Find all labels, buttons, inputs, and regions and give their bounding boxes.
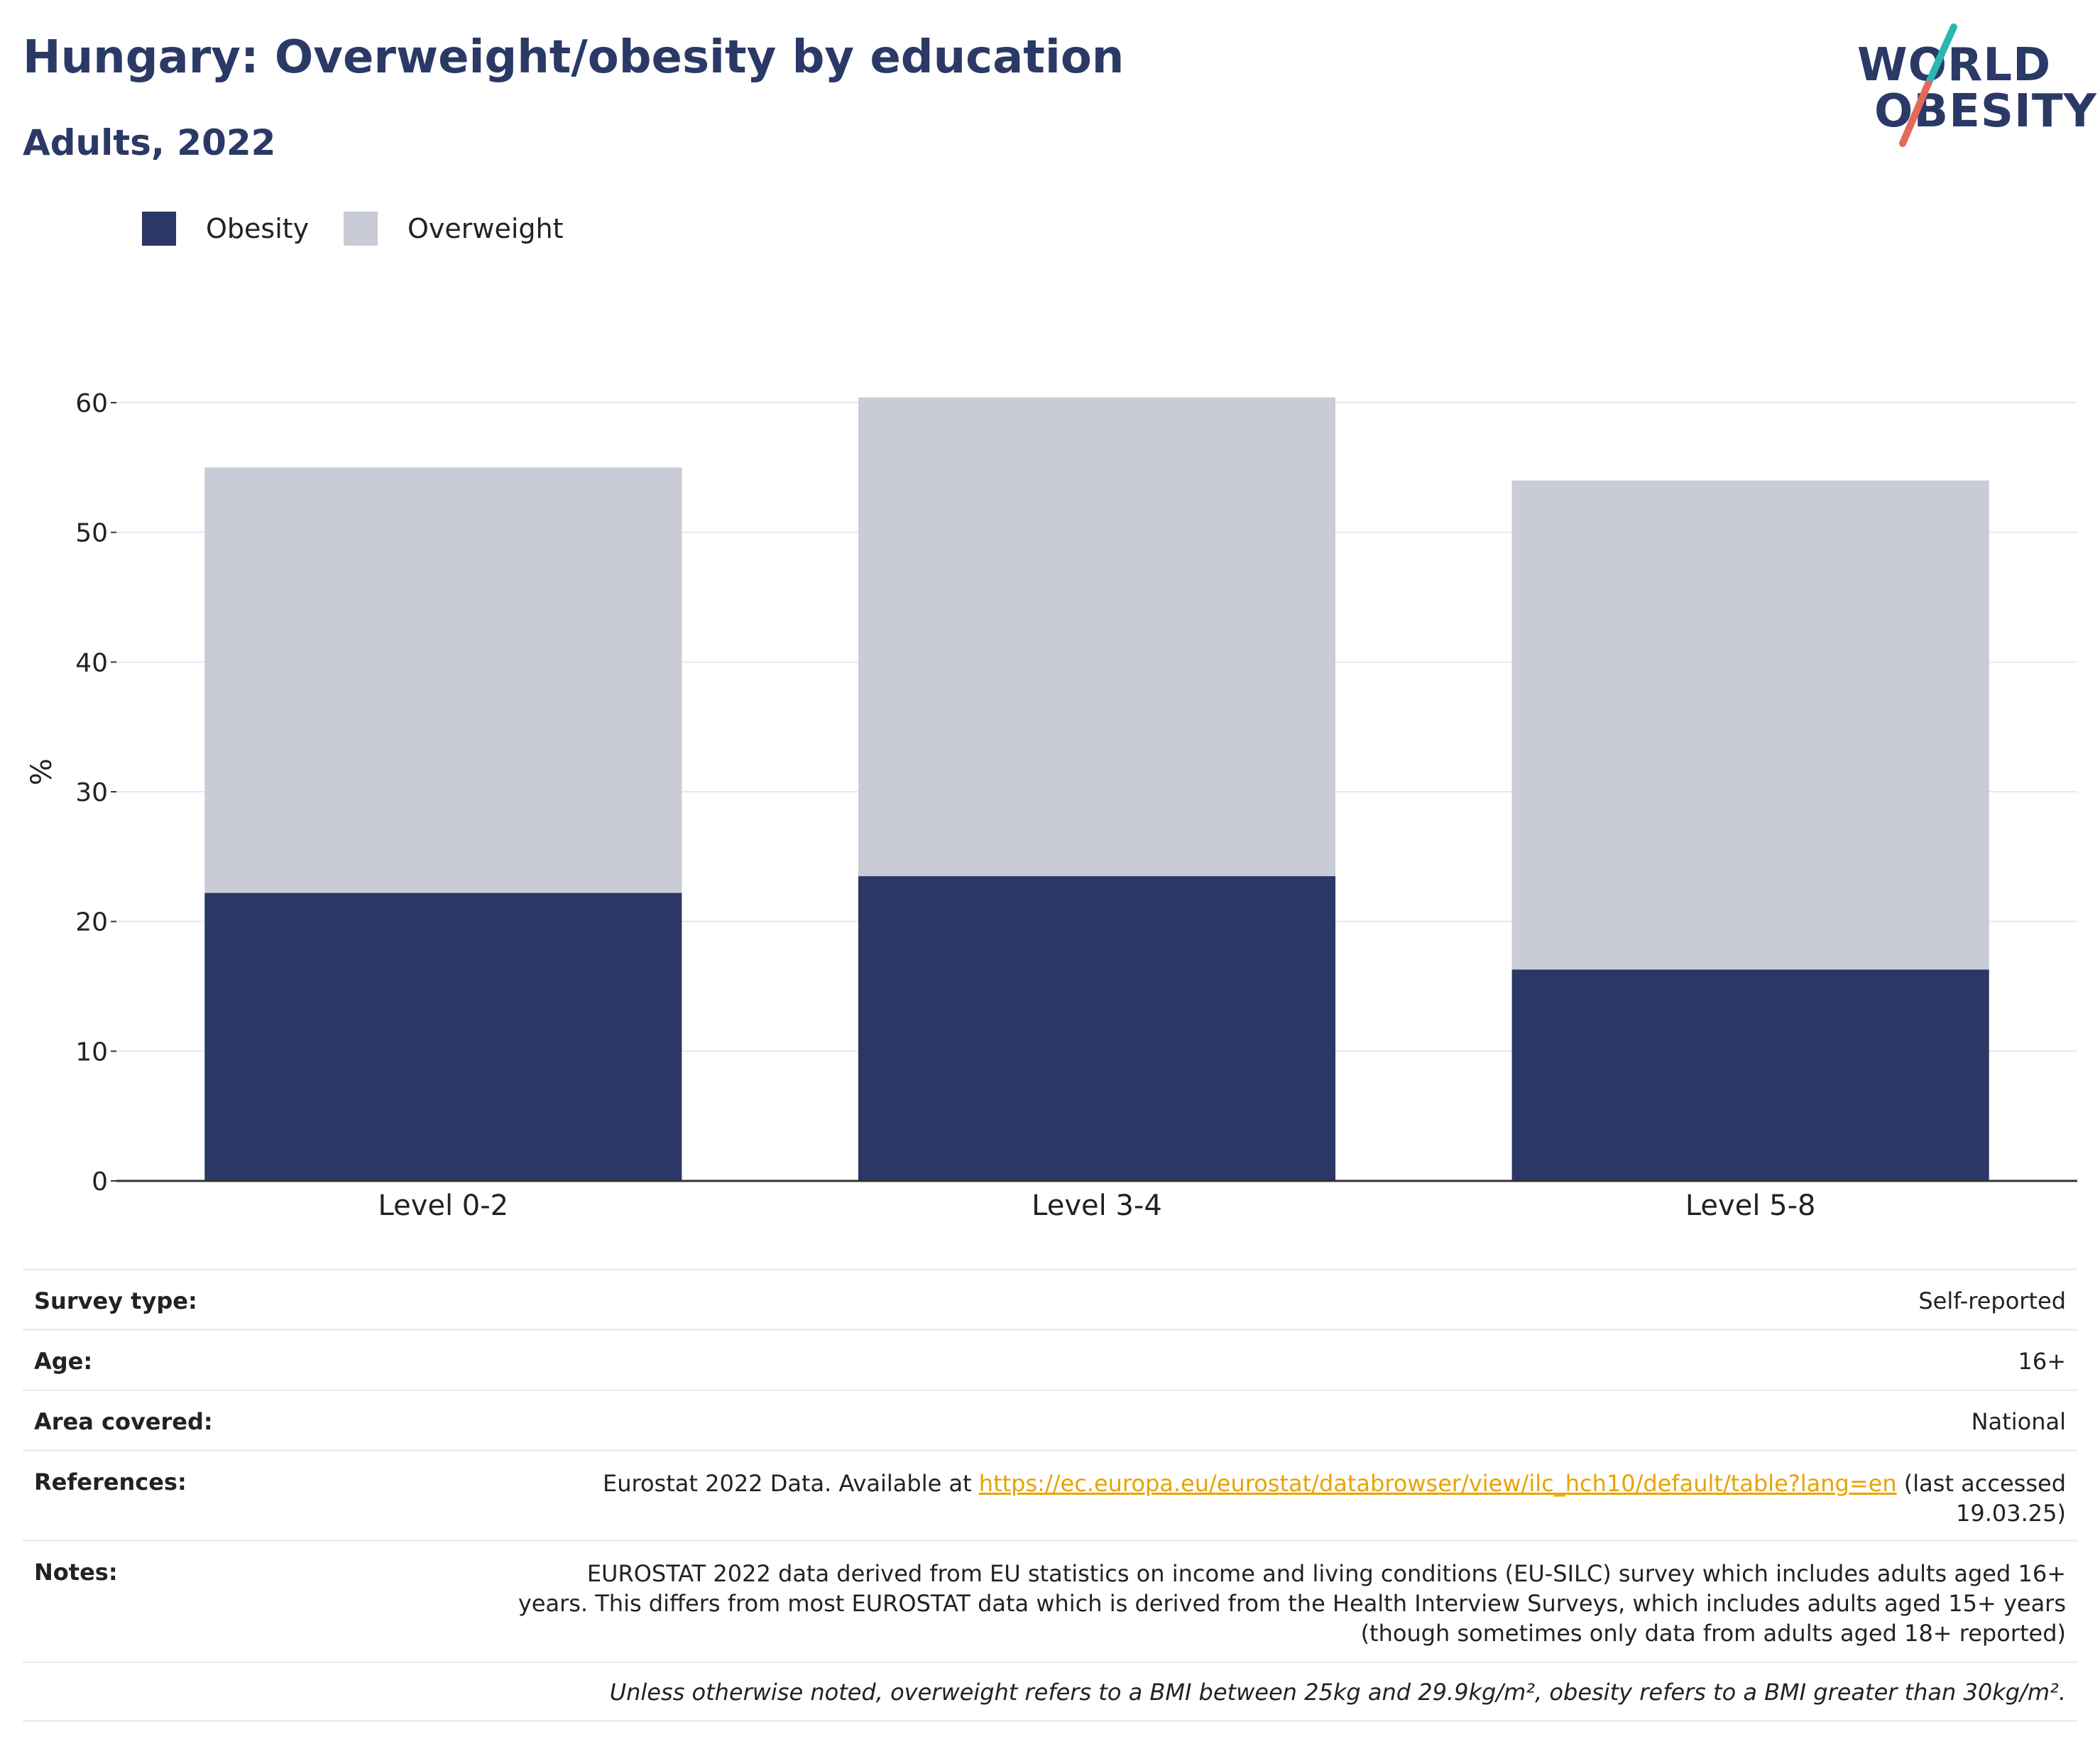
legend-label-obesity: Obesity xyxy=(206,213,310,244)
info-row-notes: Notes: EUROSTAT 2022 data derived from E… xyxy=(23,1540,2077,1661)
footnote-text: Unless otherwise noted, overweight refer… xyxy=(609,1679,2066,1706)
legend-label-overweight: Overweight xyxy=(408,213,564,244)
info-label-notes: Notes: xyxy=(34,1559,118,1586)
info-row-area: Area covered: National xyxy=(23,1389,2077,1449)
bar-overweight-level-3-4[interactable] xyxy=(858,397,1336,876)
y-tick-label-40: 40 xyxy=(75,648,108,677)
info-label-area: Area covered: xyxy=(34,1408,213,1435)
bar-overweight-level-5-8[interactable] xyxy=(1511,480,1989,970)
y-tick-label-30: 30 xyxy=(75,778,108,807)
info-row-age: Age: 16+ xyxy=(23,1329,2077,1389)
y-tick-label-10: 10 xyxy=(75,1037,108,1067)
chart-subtitle: Adults, 2022 xyxy=(23,122,276,163)
notes-line2: years. This differs from most EUROSTAT d… xyxy=(518,1590,2066,1617)
info-row-survey-type: Survey type: Self-reported xyxy=(23,1268,2077,1329)
bar-obesity-level-5-8[interactable] xyxy=(1511,969,1989,1181)
info-value-survey-type: Self-reported xyxy=(1918,1287,2066,1314)
info-label-age: Age: xyxy=(34,1348,93,1375)
notes-line3: (though sometimes only data from adults … xyxy=(1360,1620,2066,1647)
references-link[interactable]: https://ec.europa.eu/eurostat/databrowse… xyxy=(978,1470,1897,1497)
info-label-survey-type: Survey type: xyxy=(34,1287,197,1314)
legend-swatch-obesity xyxy=(142,212,176,246)
x-tick-label-level-3-4: Level 3-4 xyxy=(1032,1189,1162,1222)
info-value-age: 16+ xyxy=(2018,1348,2066,1375)
y-tick-label-20: 20 xyxy=(75,908,108,937)
info-value-area: National xyxy=(1971,1408,2066,1435)
chart-title: Hungary: Overweight/obesity by education xyxy=(23,31,1125,84)
logo-slash-icon xyxy=(1899,23,1957,147)
info-value-notes: EUROSTAT 2022 data derived from EU stati… xyxy=(518,1559,2066,1648)
y-axis-label: % xyxy=(26,758,58,785)
stacked-bar-chart: 0 10 20 30 40 50 60 Level 0-2 Level 3-4 Level 5-8… xyxy=(26,389,2077,1222)
info-label-references: References: xyxy=(34,1469,187,1495)
info-value-references: Eurostat 2022 Data. Available at https:/… xyxy=(603,1469,2066,1528)
axes: 0 10 20 30 40 50 60 Level 0-2 Level 3-4 Level 5-8 xyxy=(75,389,2077,1222)
info-table: Survey type: Self-reported Age: 16+ Area… xyxy=(23,1268,2077,1722)
x-tick-label-level-5-8: Level 5-8 xyxy=(1685,1189,1816,1222)
y-tick-label-0: 0 xyxy=(92,1167,108,1197)
y-tick-label-60: 60 xyxy=(75,389,108,418)
info-row-footnote: Unless otherwise noted, overweight refer… xyxy=(23,1661,2077,1722)
legend-swatch-overweight xyxy=(344,212,378,246)
notes-line1: EUROSTAT 2022 data derived from EU stati… xyxy=(586,1560,2066,1587)
y-tick-label-50: 50 xyxy=(75,519,108,548)
x-tick-label-level-0-2: Level 0-2 xyxy=(378,1189,509,1222)
references-suffix-line2: 19.03.25) xyxy=(1956,1500,2066,1527)
references-suffix-line1: (last accessed xyxy=(1896,1470,2066,1497)
logo-text-world: WORLD xyxy=(1857,39,2052,92)
bar-overweight-level-0-2[interactable] xyxy=(204,467,682,893)
info-row-references: References: Eurostat 2022 Data. Availabl… xyxy=(23,1449,2077,1540)
bar-obesity-level-3-4[interactable] xyxy=(858,876,1336,1181)
bar-obesity-level-0-2[interactable] xyxy=(204,893,682,1181)
bars xyxy=(204,397,1989,1181)
world-obesity-logo: WORLD OBESITY xyxy=(1846,21,2096,149)
references-prefix: Eurostat 2022 Data. Available at xyxy=(603,1470,979,1497)
